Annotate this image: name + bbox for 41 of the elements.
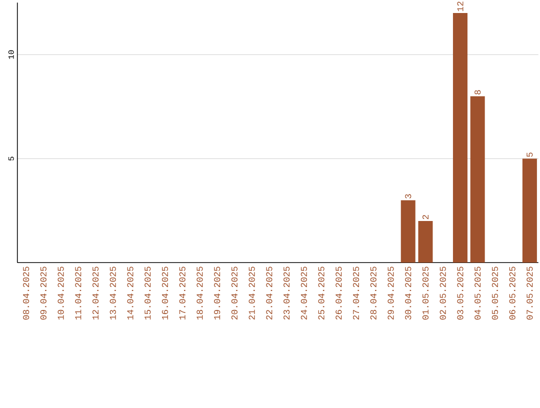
data-label: 3 — [405, 194, 412, 198]
x-tick-label: 21.04.2025 — [248, 266, 255, 320]
x-tick-label: 06.05.2025 — [509, 266, 516, 320]
x-tick-label: 09.04.2025 — [40, 266, 46, 320]
x-tick-label: 20.04.2025 — [231, 266, 238, 320]
x-tick-label: 05.05.2025 — [492, 266, 498, 320]
x-tick-label: 30.04.2025 — [405, 266, 412, 320]
bar — [452, 12, 468, 263]
data-label: 5 — [526, 152, 533, 157]
x-tick-label: 13.04.2025 — [110, 266, 116, 320]
x-tick-label: 02.05.2025 — [440, 266, 446, 320]
bar — [418, 220, 433, 263]
x-tick-label: 03.05.2025 — [457, 266, 464, 320]
x-tick-label: 11.04.2025 — [75, 266, 82, 320]
x-tick-label: 22.04.2025 — [266, 266, 272, 320]
x-tick-label: 29.04.2025 — [388, 266, 394, 320]
x-tick-label: 12.04.2025 — [92, 266, 99, 320]
data-label: 8 — [474, 90, 481, 94]
x-tick-label: 17.04.2025 — [179, 266, 186, 320]
y-tick-label: 10 — [8, 50, 14, 59]
x-tick-label: 26.04.2025 — [336, 266, 342, 320]
data-label: 2 — [422, 214, 428, 220]
x-tick-label: 16.04.2025 — [162, 266, 168, 320]
x-tick-label: 08.04.2025 — [22, 266, 30, 320]
x-tick-label: 04.05.2025 — [474, 266, 481, 320]
x-tick-label: 24.04.2025 — [300, 266, 307, 320]
x-tick-label: 10.04.2025 — [58, 266, 64, 320]
x-tick-label: 18.04.2025 — [196, 266, 203, 320]
x-tick-label: 28.04.2025 — [370, 266, 376, 320]
x-tick-label: 01.05.2025 — [422, 266, 429, 320]
x-tick-label: 15.04.2025 — [144, 266, 151, 320]
x-tick-label: 19.04.2025 — [214, 266, 220, 320]
data-label: 12 — [457, 2, 464, 12]
bar — [470, 96, 485, 263]
x-tick-label: 07.05.2025 — [526, 266, 533, 320]
x-tick-label: 27.04.2025 — [352, 266, 360, 320]
x-tick-label: 14.04.2025 — [127, 266, 134, 320]
x-tick-label: 25.04.2025 — [318, 266, 324, 320]
bar — [522, 158, 537, 263]
x-tick-label: 23.04.2025 — [284, 266, 290, 320]
bar — [400, 200, 416, 263]
